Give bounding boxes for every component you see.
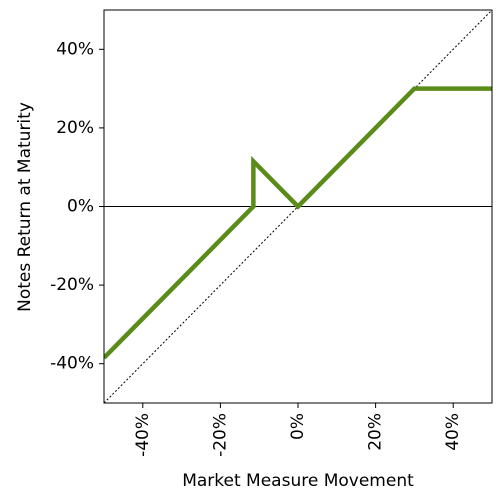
y-tick-label: -40% <box>50 354 94 374</box>
x-tick-label: 40% <box>443 413 463 451</box>
y-tick-label: 20% <box>56 118 94 138</box>
plot-frame <box>103 9 493 404</box>
x-tick-label: -20% <box>210 413 230 457</box>
data-line <box>104 86 492 360</box>
y-tick-label: 40% <box>56 39 94 59</box>
y-tick-label: 0% <box>67 197 94 217</box>
y-axis-label: Notes Return at Maturity <box>15 102 35 312</box>
x-axis-label: Market Measure Movement <box>182 471 414 491</box>
x-tick-label: -40% <box>133 413 153 457</box>
x-tick-label: 20% <box>366 413 386 451</box>
y-tick-label: -20% <box>50 275 94 295</box>
x-tick-label: 0% <box>288 413 308 440</box>
